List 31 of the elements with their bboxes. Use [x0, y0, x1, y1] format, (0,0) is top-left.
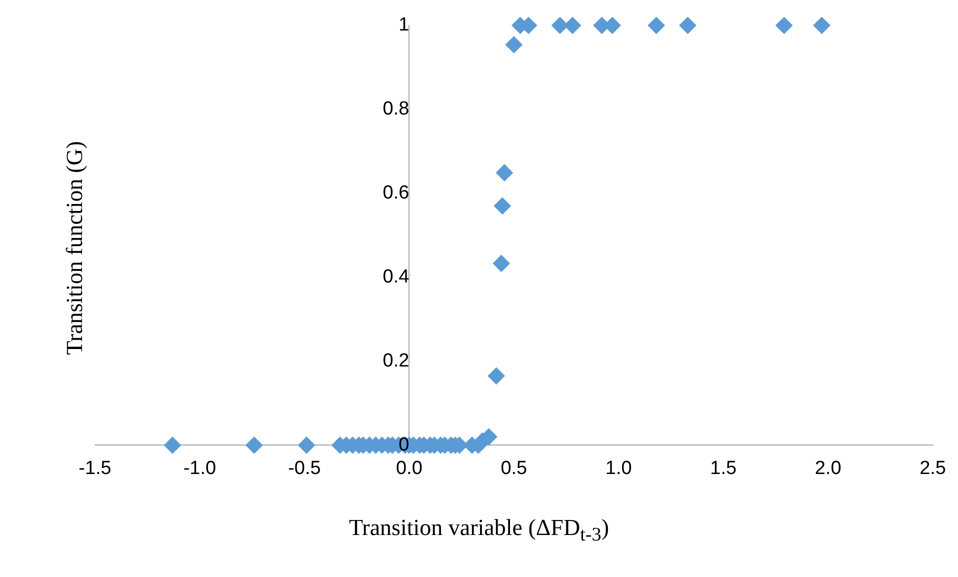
point [164, 436, 181, 454]
point [776, 16, 793, 34]
x-tick-label: 0.5 [500, 458, 528, 479]
y-tick-label: 1 [398, 14, 410, 36]
point [492, 254, 510, 272]
x-tick-label: -1.5 [78, 458, 112, 479]
point [551, 16, 568, 34]
point [298, 436, 316, 454]
point [813, 16, 830, 34]
x-tick-label: 2.0 [814, 458, 842, 479]
point [505, 36, 522, 54]
point [488, 367, 505, 384]
x-tick-label: 1.5 [710, 458, 737, 479]
y-tick-label: 0.2 [382, 350, 410, 372]
point [679, 16, 696, 34]
x-tick-label: -1.0 [183, 458, 216, 479]
point [564, 16, 582, 34]
y-tick-label: 0 [398, 434, 410, 456]
y-axis-title: Transition function (G) [62, 141, 88, 355]
y-tick-label: 0.4 [382, 266, 410, 288]
point [648, 16, 665, 34]
point [494, 197, 511, 214]
point [496, 164, 513, 182]
x-tick-label: 0.0 [396, 458, 422, 479]
x-tick-label: 2.5 [920, 458, 946, 479]
x-axis-title: Transition variable (ΔFD$_{t-3}$) [348, 515, 610, 547]
point [246, 436, 263, 454]
x-tick-label: -0.5 [288, 458, 321, 479]
y-tick-label: 0.8 [382, 98, 410, 120]
x-tick-label: 1.0 [605, 458, 632, 479]
y-tick-label: 0.6 [382, 182, 410, 204]
